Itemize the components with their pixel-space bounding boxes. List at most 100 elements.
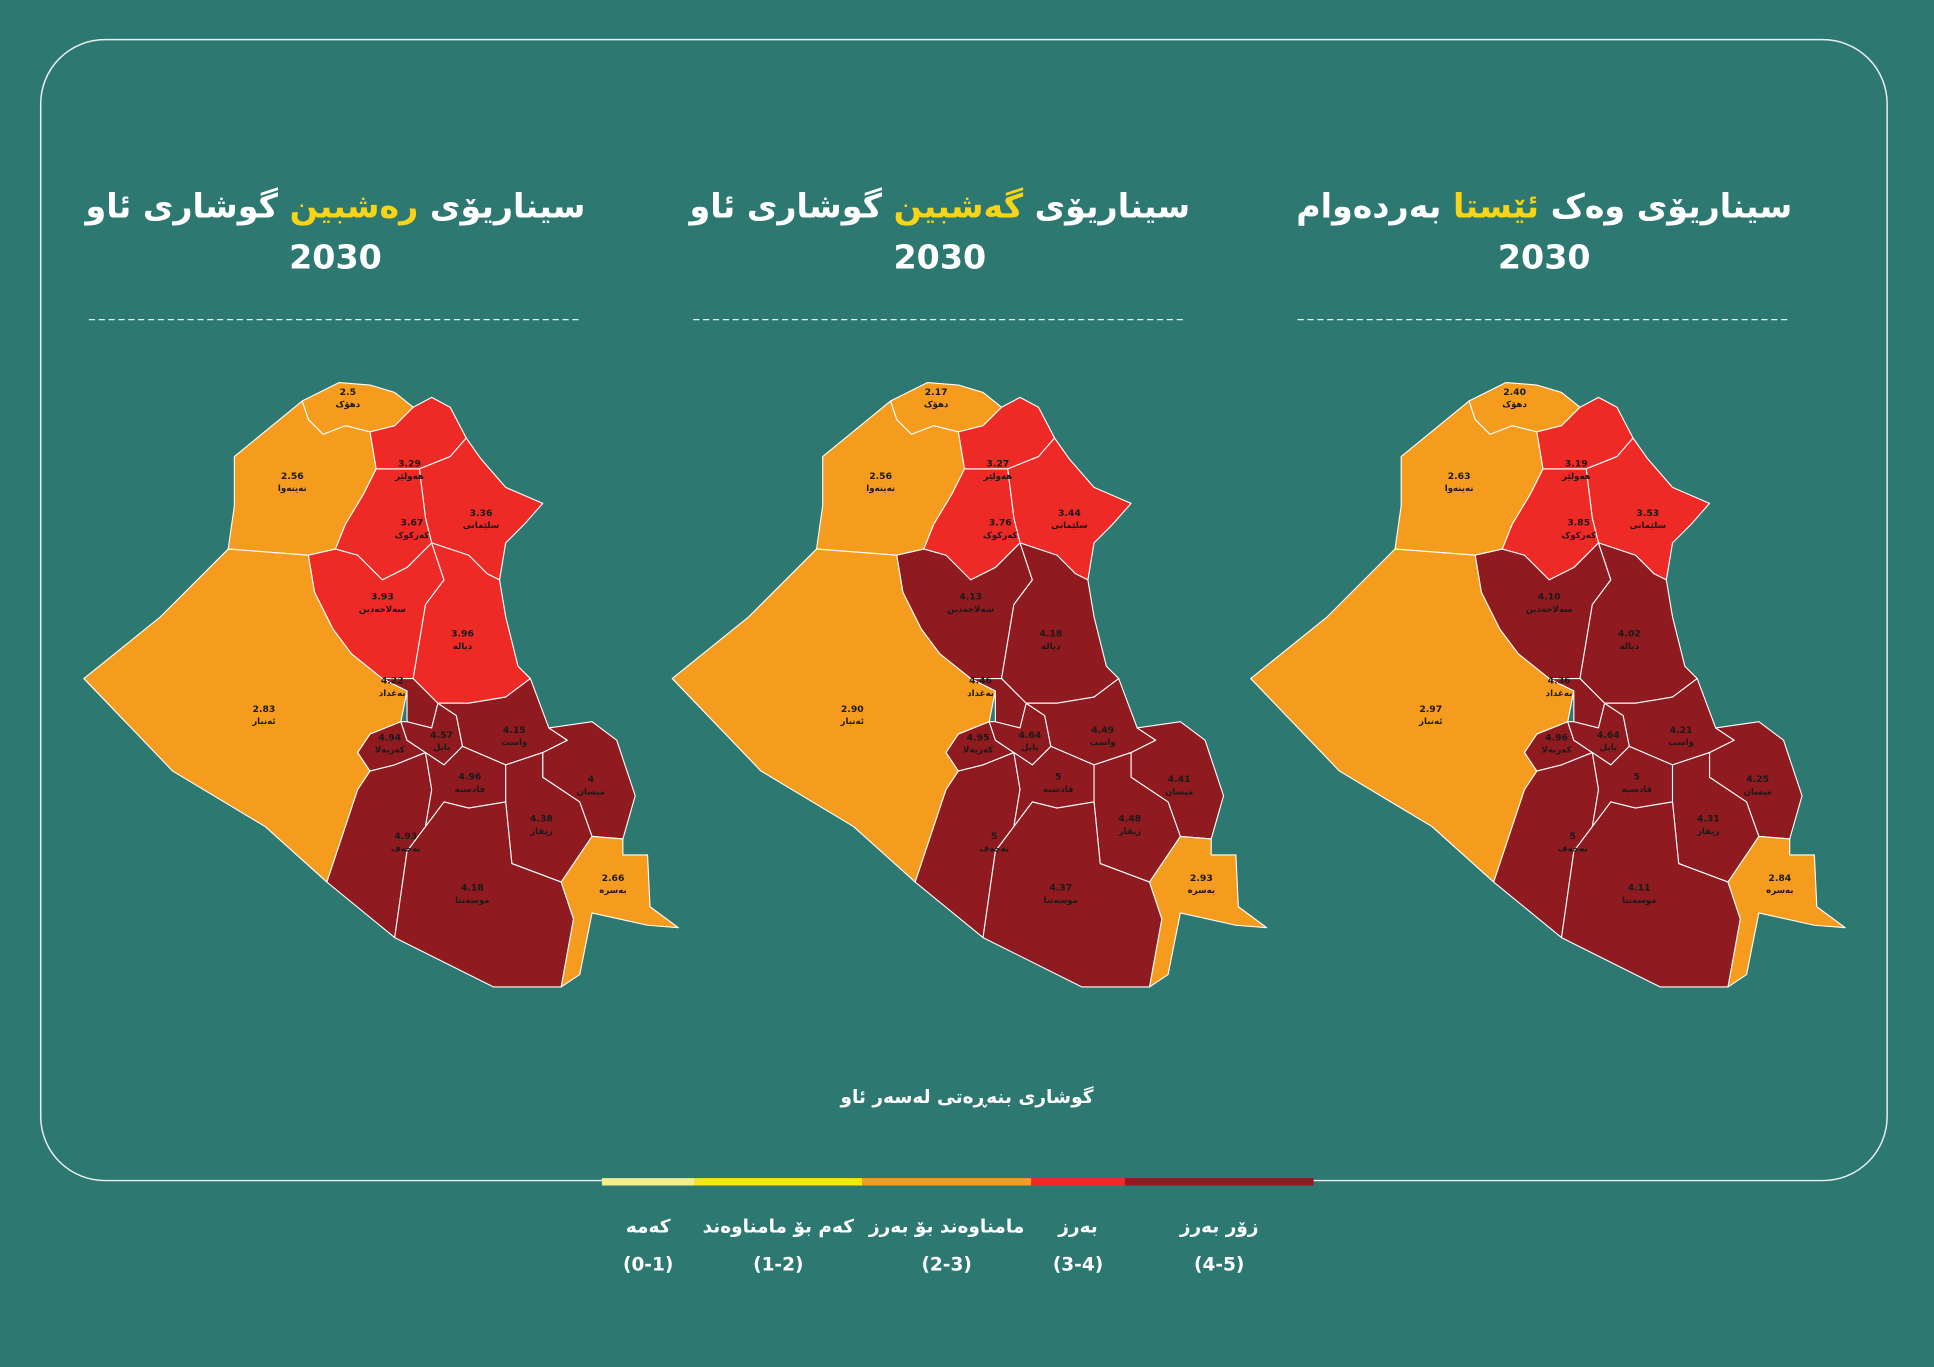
value-label: 4.64 xyxy=(1018,730,1041,741)
legend-range: (2-3) xyxy=(921,1255,971,1276)
value-label: 4.31 xyxy=(1697,814,1720,825)
legend-swatch xyxy=(601,1178,695,1186)
region-name: سەلاحەدین xyxy=(947,605,994,615)
map: 2.5 دهۆک 2.56 نەینەوا 3.29 هەولێر 3.36 سلێمانی 3… xyxy=(83,381,679,988)
value-label: 4.49 xyxy=(1091,725,1114,736)
region-name: دهۆک xyxy=(335,400,360,410)
value-label: 2.93 xyxy=(1190,873,1213,884)
value-label: 4.21 xyxy=(1670,725,1693,736)
region-name: بەسرە xyxy=(1188,886,1215,896)
title-part: سیناریۆی xyxy=(1035,186,1191,226)
region-name: کەربەلا xyxy=(963,746,994,756)
legend-label: کەم بۆ مامناوەند xyxy=(703,1216,855,1237)
region-name: کەرکوک xyxy=(1562,531,1597,541)
value-label: 4.36 xyxy=(1548,676,1571,687)
region-name: میسان xyxy=(1743,788,1771,798)
region-name: بەغداد xyxy=(379,689,406,699)
region-name: زیقار xyxy=(529,827,553,837)
region-name: کەرکوک xyxy=(395,531,430,541)
value-label: 2.83 xyxy=(253,704,276,715)
map-year: 2030 xyxy=(289,238,382,277)
legend-label: کەمە xyxy=(626,1216,671,1237)
value-label: 4.64 xyxy=(1597,730,1620,741)
region-name: بابل xyxy=(1600,743,1617,753)
region-name: بەغداد xyxy=(1546,689,1573,699)
value-label: 4.96 xyxy=(1545,732,1568,743)
value-label: 4.57 xyxy=(430,730,453,741)
title-part: بەردەوام xyxy=(1296,186,1441,226)
value-label: 4.41 xyxy=(1168,774,1191,785)
region-name: سەلاحەدین xyxy=(1526,605,1573,615)
legend-label: مامناوەند بۆ بەرز xyxy=(868,1216,1024,1237)
legend-label: زۆر بەرز xyxy=(1179,1216,1259,1237)
value-label: 4.10 xyxy=(1538,592,1561,603)
value-label: 3.67 xyxy=(401,518,424,529)
title-part: سیناریۆی وەک xyxy=(1551,186,1793,226)
value-label: 5 xyxy=(1055,772,1061,783)
value-label: 2.90 xyxy=(841,704,864,715)
legend-swatch xyxy=(1124,1178,1314,1186)
region-name: واست xyxy=(1090,738,1116,748)
title-part: گوشاری ئاو xyxy=(84,186,279,226)
region-name: نەجەف xyxy=(391,844,421,854)
region-name: دیالە xyxy=(1041,642,1061,652)
region-name: نەجەف xyxy=(1558,844,1588,854)
title-highlight: گەشبین xyxy=(894,186,1024,226)
governorate xyxy=(1148,835,1268,988)
value-label: 2.5 xyxy=(340,387,356,398)
region-name: دیالە xyxy=(453,642,473,652)
region-name: قادسیە xyxy=(1621,785,1652,795)
value-label: 5 xyxy=(991,831,997,842)
value-label: 4.94 xyxy=(378,732,401,743)
value-label: 4.15 xyxy=(503,725,526,736)
governorate xyxy=(1727,835,1846,988)
value-label: 2.40 xyxy=(1503,387,1526,398)
value-label: 2.63 xyxy=(1448,471,1471,482)
region-name: قادسیە xyxy=(455,785,486,795)
region-name: سلێمانی xyxy=(463,521,500,531)
region-name: بەسرە xyxy=(599,886,626,896)
region-name: کەربەلا xyxy=(375,746,406,756)
value-label: 5 xyxy=(1634,772,1640,783)
region-name: سلێمانی xyxy=(1630,521,1667,531)
region-name: نەجەف xyxy=(979,844,1009,854)
region-name: کەرکوک xyxy=(983,531,1018,541)
governorate xyxy=(560,835,679,988)
region-name: ئەنبار xyxy=(1418,717,1442,727)
title-part: گوشاری ئاو xyxy=(688,186,883,226)
value-label: 3.96 xyxy=(451,629,474,640)
value-label: 4 xyxy=(588,774,595,785)
legend-range: (0-1) xyxy=(623,1255,673,1276)
region-name: دیالە xyxy=(1620,642,1640,652)
legend-range: (4-5) xyxy=(1194,1255,1244,1276)
value-label: 2.17 xyxy=(925,387,948,398)
value-label: 3.53 xyxy=(1636,508,1659,519)
region-name: بەغداد xyxy=(967,689,994,699)
region-name: زیقار xyxy=(1117,827,1141,837)
region-name: بابل xyxy=(433,743,450,753)
value-label: 3.19 xyxy=(1565,458,1588,469)
region-name: سەلاحەدین xyxy=(359,605,406,615)
map-title: سیناریۆی رەشبین گوشاری ئاو xyxy=(84,186,586,226)
value-label: 4.93 xyxy=(394,831,417,842)
legend-swatch xyxy=(1031,1178,1125,1186)
region-name: موسەننا xyxy=(455,896,489,906)
region-name: موسەننا xyxy=(1622,896,1656,906)
value-label: 3.93 xyxy=(371,592,394,603)
map: 2.17 دهۆک 2.56 نەینەوا 3.27 هەولێر 3.44 سلێمانی… xyxy=(671,381,1268,988)
region-name: هەولێر xyxy=(1561,472,1591,482)
region-name: هەولێر xyxy=(394,472,424,482)
legend-range: (1-2) xyxy=(753,1255,803,1276)
region-name: میسان xyxy=(1165,788,1193,798)
legend-label: بەرز xyxy=(1057,1216,1097,1237)
value-label: 4.95 xyxy=(967,732,990,743)
value-label: 4.48 xyxy=(1118,814,1141,825)
legend-title: گوشاری بنەڕەتی لەسەر ئاو xyxy=(840,1086,1094,1108)
title-part: سیناریۆی xyxy=(430,186,586,226)
value-label: 4.22 xyxy=(381,676,404,687)
value-label: 4.96 xyxy=(459,772,482,783)
value-label: 4.18 xyxy=(1039,629,1062,640)
map-year: 2030 xyxy=(1498,238,1591,277)
